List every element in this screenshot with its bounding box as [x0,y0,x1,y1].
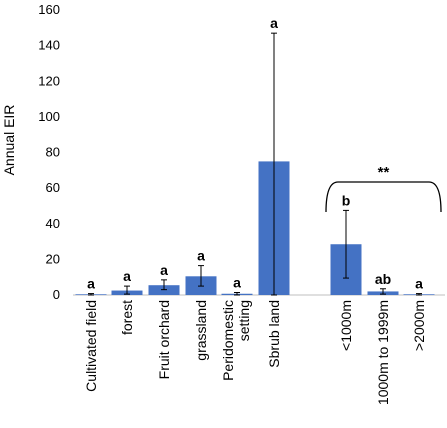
x-tick-label: Fruit orchard [156,300,172,379]
significance-label: a [123,268,131,284]
significance-label: a [87,276,95,292]
x-tick-label: Peridomesticsetting [220,300,252,381]
x-tick-label: Sbrub land [266,300,282,368]
x-tick-label: Cultivated field [83,300,99,392]
y-tick-label: 0 [53,287,60,302]
y-tick-label: 140 [38,38,60,53]
y-tick-label: 100 [38,109,60,124]
y-tick-label: 80 [46,145,60,160]
significance-label: a [197,248,205,264]
y-axis: Annual EIR 0 20 40 60 80 100 120 140 160 [1,2,60,302]
x-tick-label: grassland [193,300,209,361]
x-tick-label: >2000m [411,300,427,351]
bracket-label: ** [378,164,390,181]
y-tick-label: 20 [46,251,60,266]
y-tick-label: 40 [46,216,60,231]
significance-bracket [325,181,442,213]
significance-label: a [415,276,423,292]
significance-label: b [342,192,351,208]
significance-label: a [270,15,278,31]
y-axis-title: Annual EIR [1,105,17,176]
significance-label: ab [375,271,391,287]
y-tick-label: 160 [38,2,60,17]
x-tick-label: 1000m to 1999m [375,300,391,405]
y-tick-label: 60 [46,180,60,195]
significance-label: a [233,275,241,291]
x-tick-label: forest [119,300,135,335]
x-tick-label: <1000m [338,300,354,351]
significance-label: a [160,262,168,278]
y-tick-label: 120 [38,73,60,88]
